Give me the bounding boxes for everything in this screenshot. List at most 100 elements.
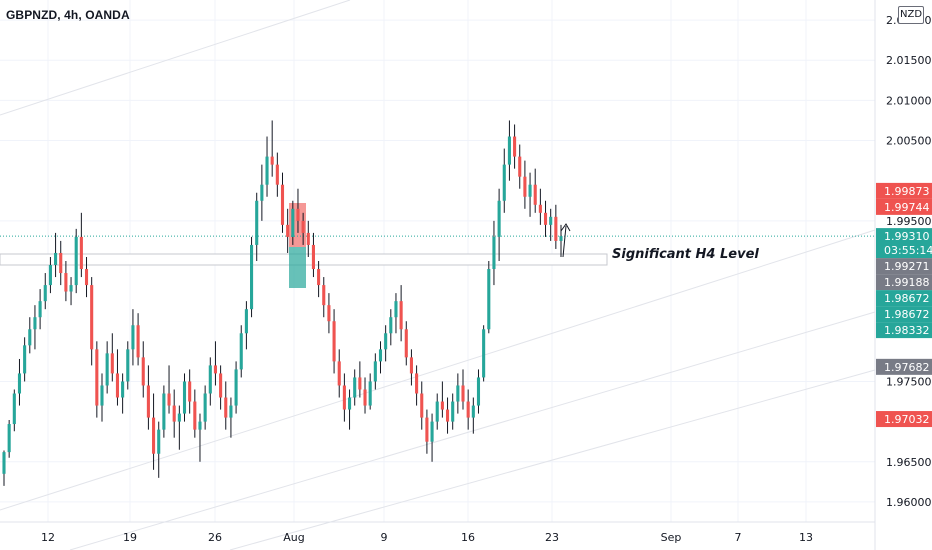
candle [172, 389, 176, 438]
candle-body [487, 269, 491, 330]
candle [533, 168, 537, 213]
candle [445, 397, 450, 434]
candle [435, 393, 439, 430]
candle [260, 164, 264, 221]
candle-body [363, 389, 367, 406]
candle-body [198, 421, 202, 430]
candle [404, 321, 408, 366]
candle [523, 160, 527, 209]
candle-body [378, 349, 383, 362]
candle [399, 285, 403, 342]
x-tick-label: 26 [208, 531, 222, 544]
candle [389, 309, 393, 346]
candle-body [301, 220, 305, 233]
candle [208, 357, 212, 406]
price-tag-label: 1.99271 [884, 260, 930, 273]
candle [167, 365, 171, 414]
candle [100, 373, 104, 422]
candle-body [430, 421, 434, 442]
candle-body [167, 393, 171, 406]
candle [301, 212, 305, 245]
candle-body [152, 417, 156, 454]
candle-body [90, 285, 94, 350]
candle [74, 228, 78, 294]
candle [466, 389, 470, 430]
candle [162, 385, 166, 438]
candle [152, 393, 156, 470]
channel-line-3 [229, 369, 876, 550]
candle-body [440, 401, 444, 410]
candle-body [95, 349, 99, 406]
candle [528, 172, 532, 217]
candle [7, 420, 11, 458]
candle-body [270, 156, 274, 165]
candle-body [373, 361, 377, 382]
y-tick-label: 2.01500 [886, 54, 932, 67]
candle [363, 377, 367, 414]
candle-body [461, 385, 465, 402]
candle-body [172, 405, 176, 422]
price-tag-bg [876, 322, 932, 339]
candle-body [347, 397, 352, 410]
candle [84, 256, 89, 298]
x-tick-label: 9 [381, 531, 388, 544]
price-tag-label: 1.98332 [884, 324, 930, 337]
x-tick-label: 19 [123, 531, 137, 544]
candle-body [208, 365, 212, 394]
candle [286, 208, 290, 253]
candle-body [115, 373, 120, 398]
candle-body [425, 417, 429, 442]
candle [90, 277, 94, 366]
x-tick-label: Sep [661, 531, 682, 544]
x-tick-label: 7 [735, 531, 742, 544]
candle-body [255, 200, 259, 245]
candle-body [554, 216, 558, 241]
x-tick-label: 12 [41, 531, 55, 544]
candle [471, 397, 475, 434]
candle-body [28, 329, 32, 346]
candle-body [311, 244, 315, 270]
candle-body [471, 405, 475, 418]
price-tag-5: 1.98672 [876, 290, 932, 307]
candle-body [435, 401, 439, 422]
price-tag-bg [876, 274, 932, 291]
candle [270, 120, 274, 177]
candle [482, 325, 486, 382]
candle-body [342, 385, 346, 410]
y-tick-label: 2.01000 [886, 94, 932, 107]
price-tag-label: 1.99310 [884, 230, 930, 243]
candle [378, 341, 383, 374]
candle [126, 341, 130, 390]
candle-body [64, 273, 68, 292]
candle-body [507, 136, 511, 165]
candle [347, 389, 352, 430]
price-tag-3: 1.99271 [876, 258, 932, 275]
candle [306, 220, 310, 257]
candle-body [280, 184, 285, 225]
currency-button[interactable]: NZD [898, 6, 924, 24]
candle [322, 277, 326, 318]
candle-body [559, 236, 563, 241]
candle-body [265, 156, 269, 185]
candle [476, 369, 481, 414]
price-tag-0: 1.99873 [876, 182, 932, 199]
candle [538, 188, 542, 225]
candle-body [415, 373, 419, 394]
candle [54, 232, 58, 278]
y-tick-label: 2.00500 [886, 135, 932, 148]
candle-body [121, 381, 125, 398]
candle [48, 256, 52, 294]
candle-body [322, 285, 326, 306]
candle-body [409, 357, 413, 374]
candle-body [193, 401, 197, 430]
candle-body [141, 357, 145, 386]
candle-body [43, 285, 47, 302]
candle [502, 148, 506, 213]
candle [554, 204, 558, 249]
candle-body [332, 321, 336, 362]
candle [430, 413, 434, 462]
candle [136, 313, 140, 366]
price-tag-6: 1.98672 [876, 306, 932, 323]
